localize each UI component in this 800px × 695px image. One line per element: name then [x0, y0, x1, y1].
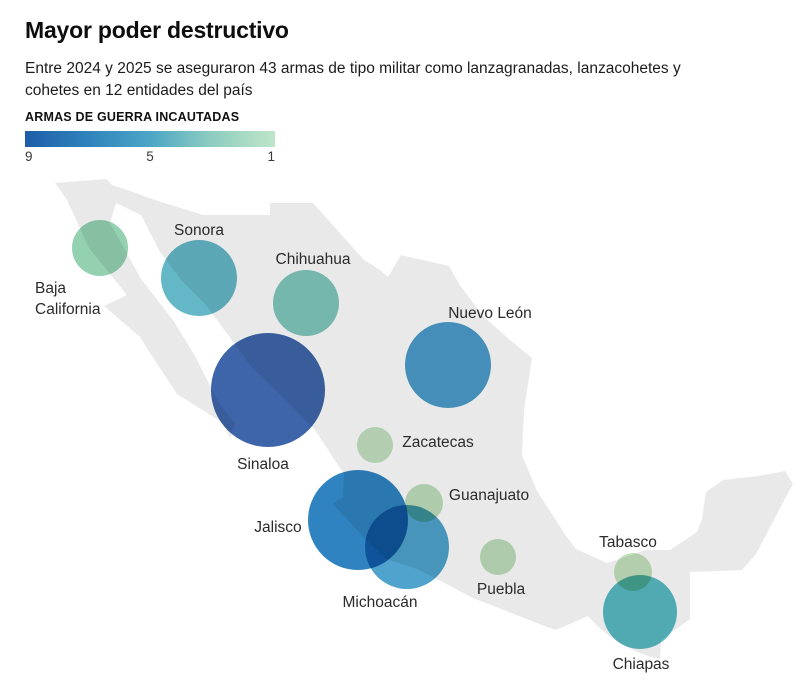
bubble-nuevo-leon[interactable] [405, 322, 491, 408]
state-bubbles [72, 220, 677, 649]
subtitle-line-1: Entre 2024 y 2025 se aseguraron 43 armas… [25, 60, 681, 77]
bubble-sonora[interactable] [161, 240, 237, 316]
mexico-outline [55, 179, 793, 659]
page-subtitle: Entre 2024 y 2025 se aseguraron 43 armas… [25, 58, 775, 102]
bubble-sinaloa[interactable] [211, 333, 325, 447]
bubble-puebla[interactable] [480, 539, 516, 575]
bubble-michoacan[interactable] [365, 505, 449, 589]
subtitle-line-2: cohetes en 12 entidades del país [25, 82, 253, 99]
bubble-chihuahua[interactable] [273, 270, 339, 336]
legend-tick-max: 9 [25, 149, 33, 164]
page-title: Mayor poder destructivo [25, 17, 289, 43]
legend-tick-mid: 5 [146, 149, 154, 164]
legend-title: ARMAS DE GUERRA INCAUTADAS [25, 110, 240, 124]
bubble-chiapas[interactable] [603, 575, 677, 649]
legend-gradient-bar [25, 131, 275, 147]
legend-tick-min: 1 [267, 149, 275, 164]
bubble-baja-california[interactable] [72, 220, 128, 276]
bubble-zacatecas[interactable] [357, 427, 393, 463]
legend-ticks: 9 5 1 [25, 149, 275, 164]
